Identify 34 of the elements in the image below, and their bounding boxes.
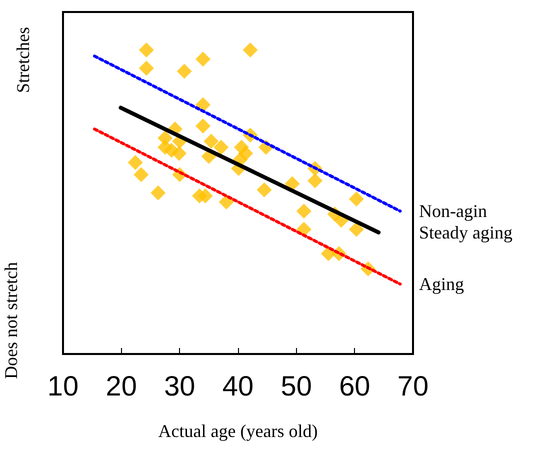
point [134,167,149,182]
point [242,42,258,58]
point [176,64,192,79]
x-tick-label: 50 [280,370,312,402]
point [348,222,364,237]
x-tick-label: 30 [164,370,196,402]
point [196,118,210,134]
point [138,42,154,58]
x-tick-label: 70 [397,370,429,402]
text: Does not stretch [1,262,21,379]
point [204,134,219,149]
text: Stretches [13,26,33,93]
point [138,60,154,76]
x-tick-label: 40 [222,370,254,402]
x-tick-label: 10 [47,370,79,402]
text: Steady aging [419,222,512,242]
point [308,173,322,188]
point [158,140,173,155]
point [296,204,312,219]
point [214,140,229,155]
x-axis-title: Actual age (years old) [158,421,318,441]
point [348,191,364,206]
point [196,97,210,112]
series-label: Aging [419,274,464,294]
x-tick-label: 20 [106,370,137,402]
point [128,154,143,170]
series-label: Non-agin [419,201,487,222]
point [150,185,166,200]
point [256,182,272,198]
point [196,52,210,67]
point [198,188,213,204]
point [172,146,187,161]
point [238,146,254,161]
x-tick-label: 60 [339,370,370,402]
